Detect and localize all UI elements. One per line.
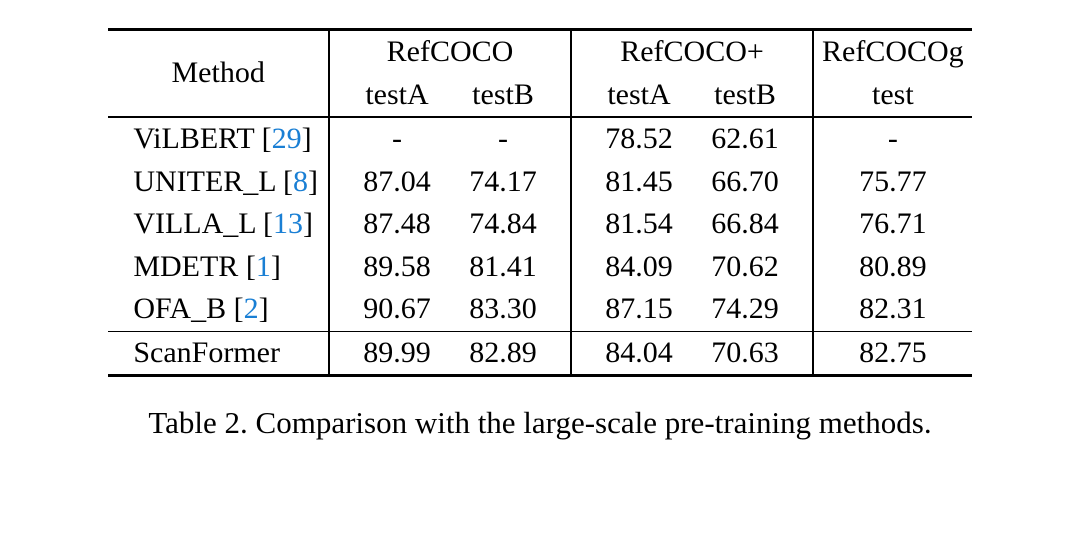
value-cell: 74.17 [450, 161, 571, 204]
value-cell: 89.58 [329, 246, 450, 289]
table-row: OFA_B [2] 90.67 83.30 87.15 74.29 82.31 [108, 288, 971, 331]
value-cell: 70.62 [692, 246, 813, 289]
value-cell: 89.99 [329, 331, 450, 376]
header-group-refcocoplus: RefCOCO+ [571, 30, 813, 74]
value-cell: 81.41 [450, 246, 571, 289]
header-sub-refcocoplus-testb: testB [692, 74, 813, 118]
method-name: MDETR [133, 250, 238, 283]
value-cell: 75.77 [813, 161, 972, 204]
table-caption: Table 2. Comparison with the large-scale… [30, 405, 1050, 441]
value-cell: 87.04 [329, 161, 450, 204]
header-group-refcoco: RefCOCO [329, 30, 571, 74]
method-cell: ViLBERT [29] [108, 117, 329, 161]
value-cell: 82.89 [450, 331, 571, 376]
value-cell: 80.89 [813, 246, 972, 289]
header-method: Method [108, 30, 329, 118]
comparison-table: Method RefCOCO RefCOCO+ RefCOCOg testA t… [108, 28, 971, 377]
value-cell: 82.31 [813, 288, 972, 331]
value-cell: 76.71 [813, 203, 972, 246]
table-row: MDETR [1] 89.58 81.41 84.09 70.62 80.89 [108, 246, 971, 289]
method-name: VILLA_L [133, 207, 255, 240]
table-row: ViLBERT [29] - - 78.52 62.61 - [108, 117, 971, 161]
value-cell: 70.63 [692, 331, 813, 376]
value-cell: 90.67 [329, 288, 450, 331]
method-name: UNITER_L [133, 165, 275, 198]
citation-ref: 29 [272, 122, 302, 155]
value-cell: 81.54 [571, 203, 692, 246]
value-cell: 74.84 [450, 203, 571, 246]
header-sub-refcocoplus-testa: testA [571, 74, 692, 118]
value-cell: - [813, 117, 972, 161]
value-cell: - [450, 117, 571, 161]
method-cell: ScanFormer [108, 331, 329, 376]
value-cell: 74.29 [692, 288, 813, 331]
header-sub-refcocog-test: test [813, 74, 972, 118]
header-row-groups: Method RefCOCO RefCOCO+ RefCOCOg [108, 30, 971, 74]
value-cell: 87.15 [571, 288, 692, 331]
value-cell: 87.48 [329, 203, 450, 246]
value-cell: 66.70 [692, 161, 813, 204]
value-cell: 66.84 [692, 203, 813, 246]
value-cell: 78.52 [571, 117, 692, 161]
table-row: VILLA_L [13] 87.48 74.84 81.54 66.84 76.… [108, 203, 971, 246]
citation-ref: 2 [244, 292, 259, 325]
header-sub-refcoco-testa: testA [329, 74, 450, 118]
value-cell: 81.45 [571, 161, 692, 204]
table-row: UNITER_L [8] 87.04 74.17 81.45 66.70 75.… [108, 161, 971, 204]
method-cell: OFA_B [2] [108, 288, 329, 331]
header-sub-refcoco-testb: testB [450, 74, 571, 118]
citation-ref: 8 [293, 165, 308, 198]
method-cell: UNITER_L [8] [108, 161, 329, 204]
value-cell: 82.75 [813, 331, 972, 376]
value-cell: - [329, 117, 450, 161]
citation-ref: 1 [256, 250, 271, 283]
method-name: ViLBERT [133, 122, 254, 155]
method-name: OFA_B [133, 292, 226, 325]
value-cell: 83.30 [450, 288, 571, 331]
citation-ref: 13 [273, 207, 303, 240]
header-group-refcocog: RefCOCOg [813, 30, 972, 74]
method-cell: VILLA_L [13] [108, 203, 329, 246]
method-cell: MDETR [1] [108, 246, 329, 289]
value-cell: 84.04 [571, 331, 692, 376]
table-row-footer: ScanFormer 89.99 82.89 84.04 70.63 82.75 [108, 331, 971, 376]
value-cell: 62.61 [692, 117, 813, 161]
value-cell: 84.09 [571, 246, 692, 289]
